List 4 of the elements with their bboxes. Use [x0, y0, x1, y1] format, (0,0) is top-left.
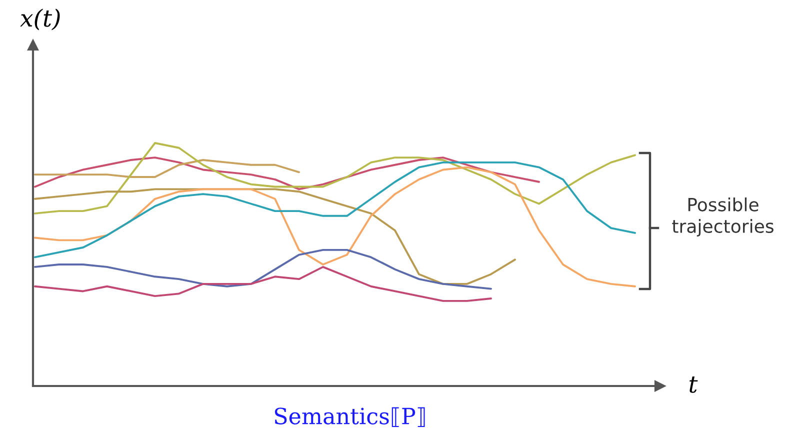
x-axis-title: t	[690, 376, 698, 393]
y-axis-title: x(t)	[20, 8, 60, 30]
text: Possible trajectories	[672, 197, 774, 237]
text: Semantics⟦P⟧	[274, 407, 425, 428]
